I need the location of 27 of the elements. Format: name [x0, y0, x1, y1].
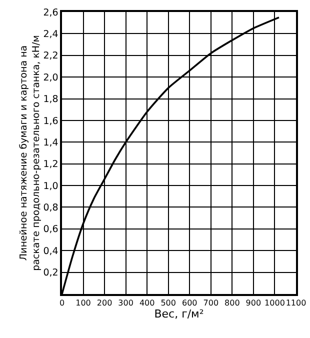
y-tick-label: 1,2: [43, 159, 58, 170]
x-tick-label: 300: [118, 298, 134, 308]
y-tick-label: 2,0: [43, 72, 58, 84]
x-tick-label: 100: [76, 298, 91, 308]
y-tick-label: 1,6: [43, 116, 58, 127]
x-axis-title: Вес, г/м²: [154, 307, 204, 320]
y-tick-label: 1,0: [43, 180, 58, 192]
y-tick-label: 0,2: [43, 268, 58, 279]
y-tick-label: 2,6: [43, 7, 58, 18]
y-tick-label: 1,8: [43, 94, 58, 106]
x-tick-label: 1000: [264, 298, 285, 308]
x-tick-label: 800: [224, 298, 240, 308]
y-tick-label: 0,6: [43, 224, 58, 236]
x-tick-label: 0: [59, 298, 65, 308]
x-tick-label: 200: [96, 298, 112, 308]
y-tick-label: 2,4: [43, 29, 58, 40]
x-tick-label: 500: [160, 298, 176, 308]
x-tick-label: 900: [246, 298, 262, 308]
y-tick-label: 0,8: [43, 202, 58, 214]
y-tick-label: 0,4: [43, 246, 58, 257]
y-tick-label: 1,4: [43, 137, 58, 148]
x-tick-label: 400: [139, 298, 155, 308]
x-tick-label: 700: [203, 298, 219, 308]
x-tick-label: 1100: [286, 298, 306, 308]
y-tick-label: 2,2: [43, 50, 58, 62]
x-tick-label: 600: [182, 298, 198, 308]
y-axis-title: Линейное натяжение бумаги и картона на раскате продольно-резательного станка, кН/м: [18, 35, 42, 271]
